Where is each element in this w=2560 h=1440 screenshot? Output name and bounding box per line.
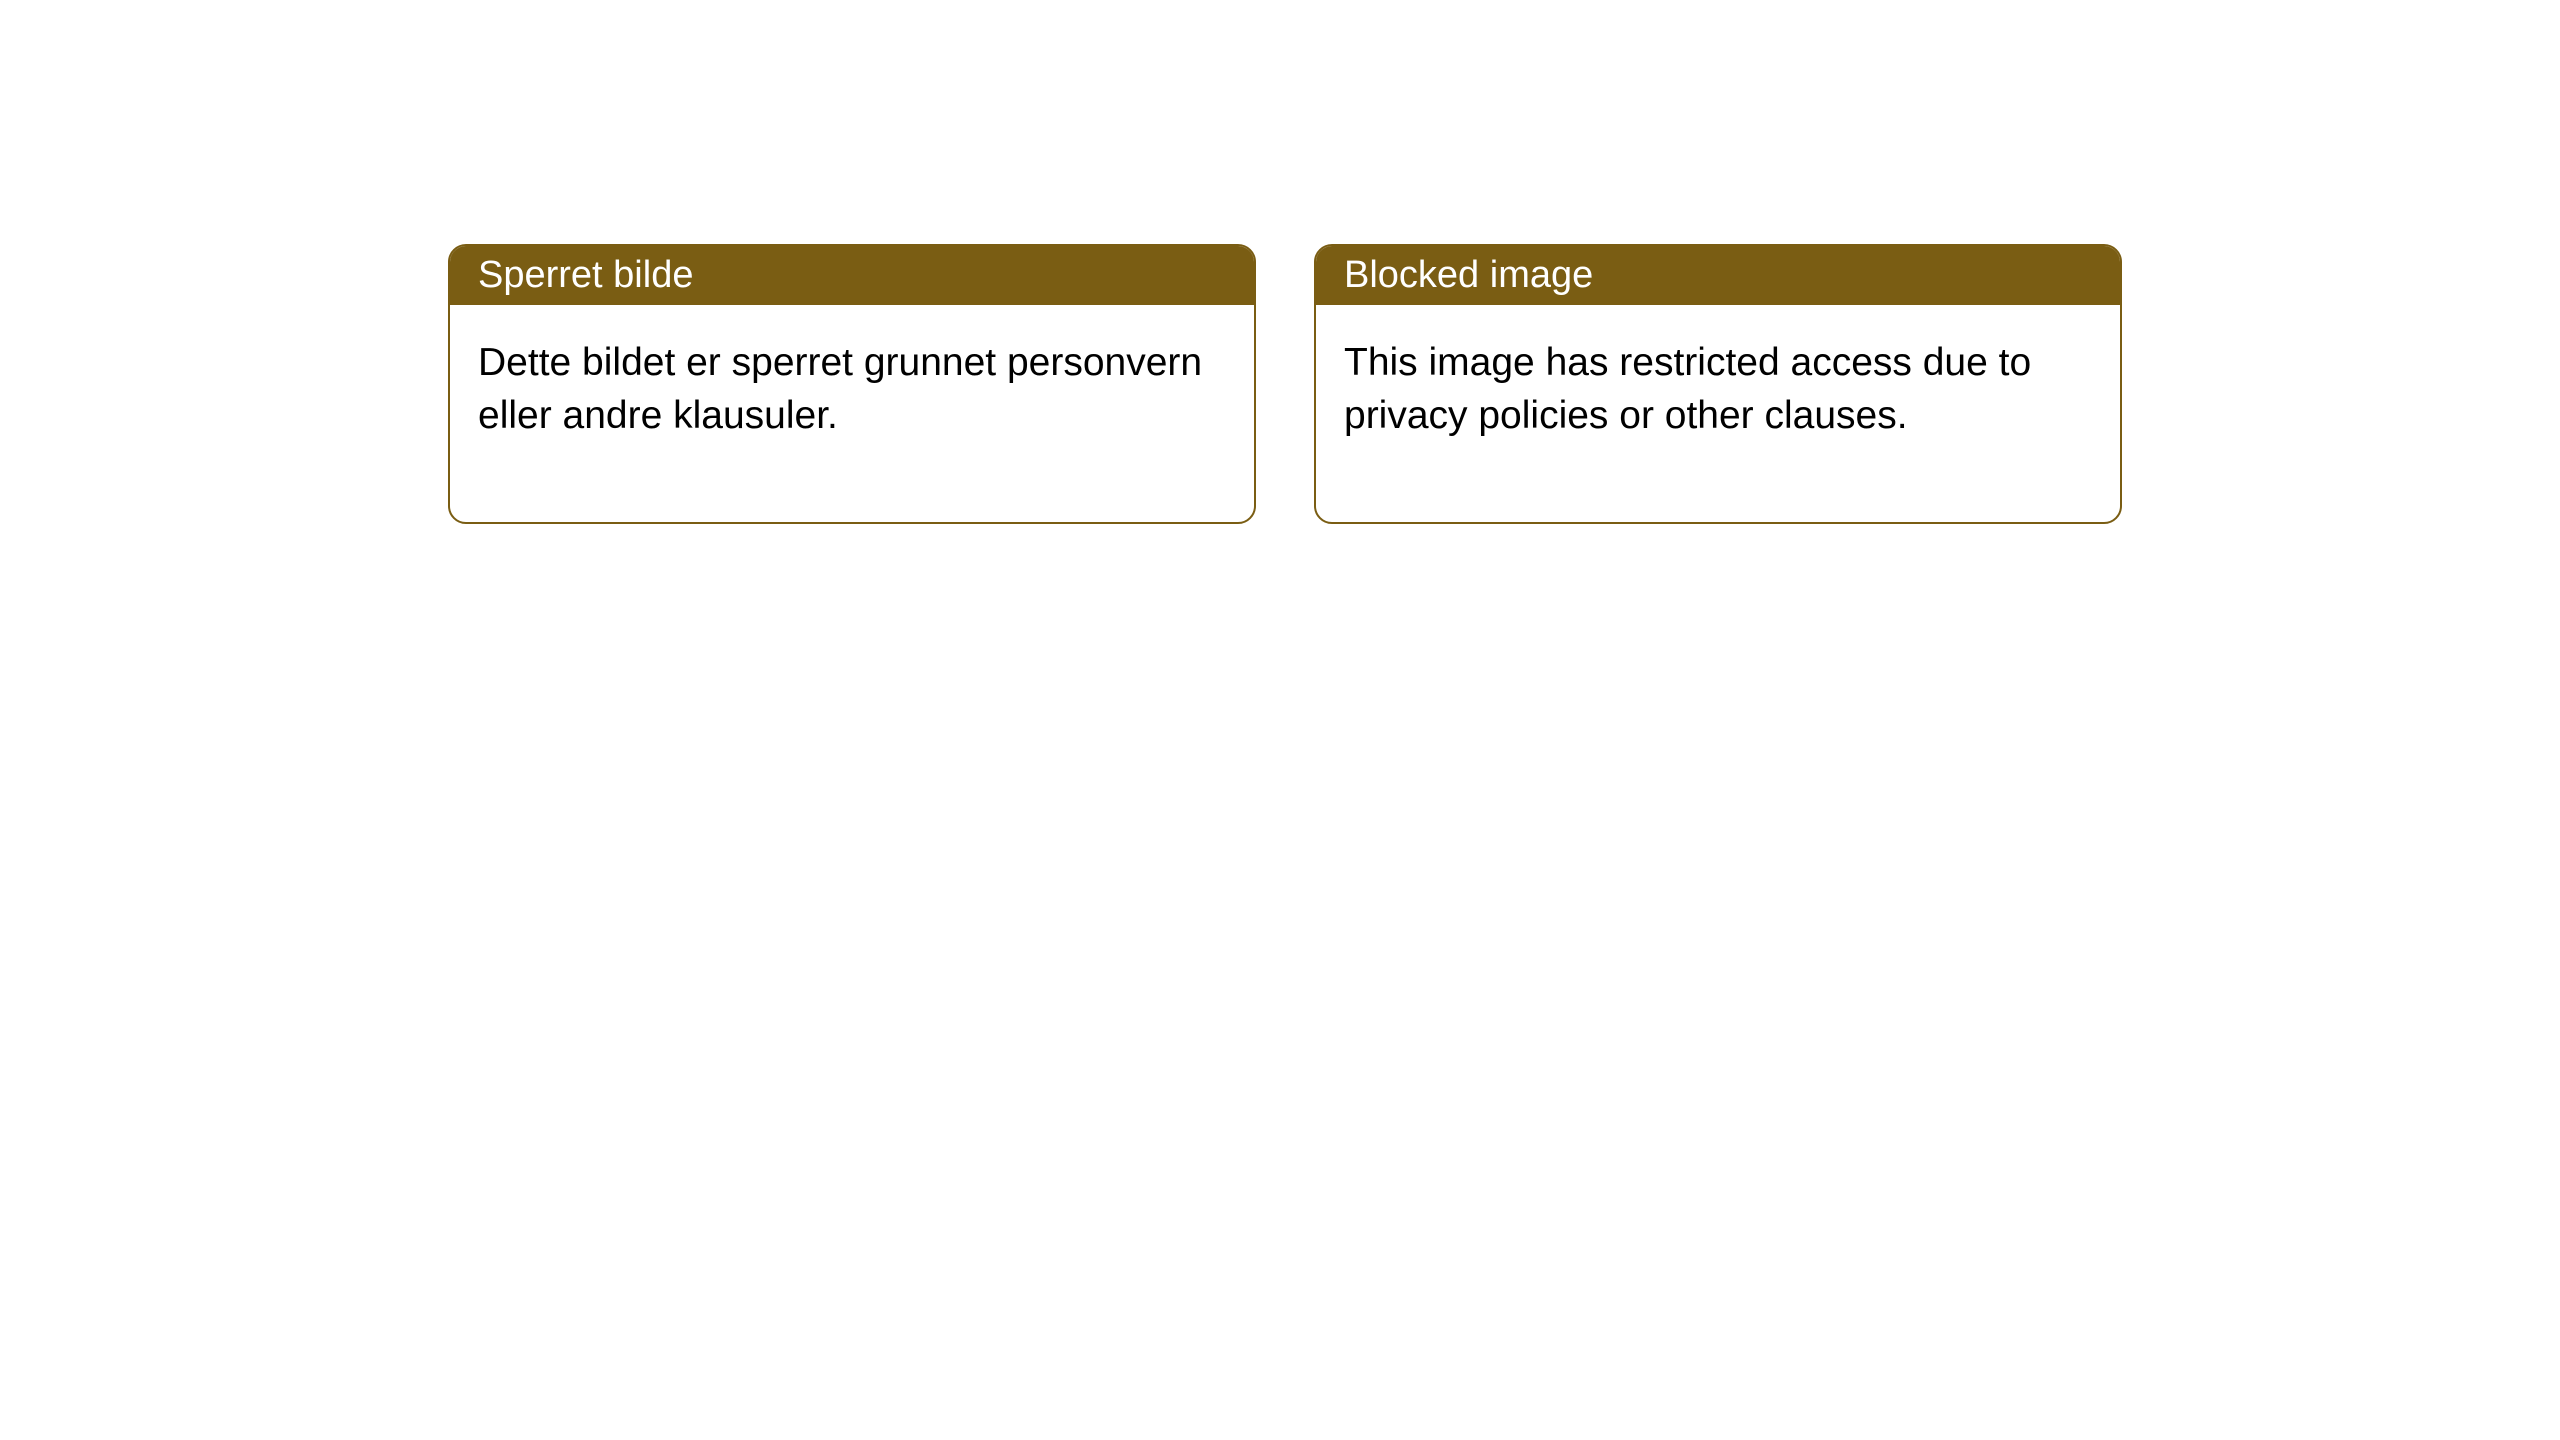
notice-card-english: Blocked image This image has restricted … <box>1314 244 2122 524</box>
notice-title: Sperret bilde <box>478 254 693 296</box>
notice-card-body: Dette bildet er sperret grunnet personve… <box>450 305 1254 522</box>
notice-card-body: This image has restricted access due to … <box>1316 305 2120 522</box>
notice-card-header: Blocked image <box>1316 246 2120 305</box>
notice-title: Blocked image <box>1344 254 1593 296</box>
notice-body-text: Dette bildet er sperret grunnet personve… <box>478 341 1202 437</box>
notice-card-header: Sperret bilde <box>450 246 1254 305</box>
notice-body-text: This image has restricted access due to … <box>1344 341 2031 437</box>
notice-card-norwegian: Sperret bilde Dette bildet er sperret gr… <box>448 244 1256 524</box>
notice-container: Sperret bilde Dette bildet er sperret gr… <box>0 0 2560 524</box>
